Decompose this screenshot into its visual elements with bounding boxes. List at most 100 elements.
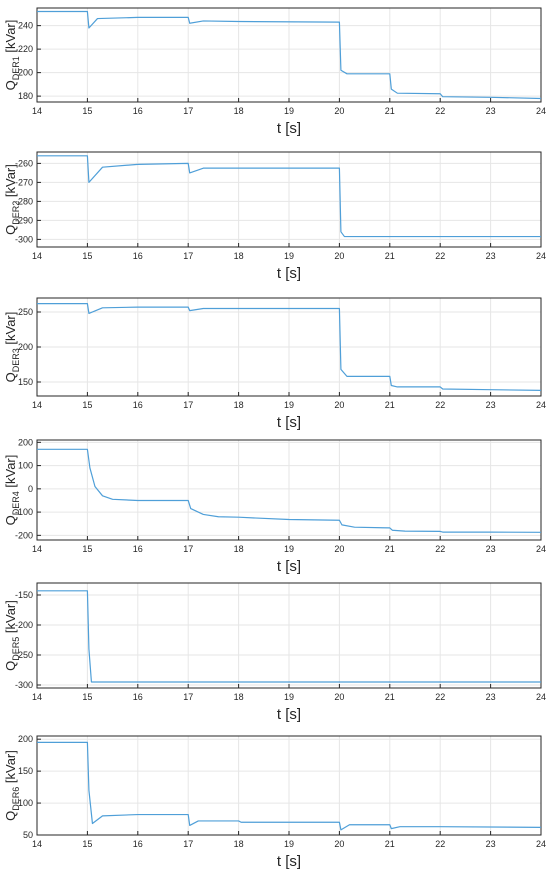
y-tick-label: -300 — [15, 680, 33, 690]
x-tick-label: 14 — [32, 692, 42, 702]
y-axis-label: QDER4 [kVar] — [3, 455, 21, 526]
series-line — [37, 448, 542, 533]
x-tick-label: 24 — [536, 400, 546, 410]
x-tick-label: 24 — [536, 839, 546, 849]
x-axis-label: t [s] — [277, 120, 301, 137]
x-tick-label: 23 — [486, 251, 496, 261]
y-label-main: Q — [3, 80, 18, 90]
y-label-main: Q — [3, 811, 18, 821]
y-tick-label: -250 — [15, 650, 33, 660]
x-tick-label: 17 — [183, 839, 193, 849]
x-tick-label: 15 — [82, 692, 92, 702]
y-tick-label: -200 — [15, 620, 33, 630]
x-tick-label: 19 — [284, 400, 294, 410]
y-tick-label: 100 — [18, 798, 33, 808]
x-tick-label: 23 — [486, 544, 496, 554]
y-label-unit: [kVar] — [3, 164, 18, 201]
x-tick-label: 20 — [334, 544, 344, 554]
y-tick-label: -270 — [15, 177, 33, 187]
x-tick-label: 17 — [183, 251, 193, 261]
x-tick-label: 21 — [385, 251, 395, 261]
x-tick-label: 23 — [486, 106, 496, 116]
x-tick-label: 20 — [334, 106, 344, 116]
y-axis-label: QDER5 [kVar] — [3, 600, 21, 671]
y-tick-label: 220 — [18, 44, 33, 54]
y-tick-label: 150 — [18, 766, 33, 776]
x-tick-label: 21 — [385, 544, 395, 554]
x-tick-label: 16 — [133, 106, 143, 116]
x-tick-label: 23 — [486, 400, 496, 410]
x-tick-label: 19 — [284, 839, 294, 849]
x-tick-label: 24 — [536, 692, 546, 702]
x-tick-label: 22 — [435, 544, 445, 554]
y-tick-label: -290 — [15, 215, 33, 225]
y-label-subscript: DER3 — [11, 348, 21, 372]
y-tick-label: -300 — [15, 234, 33, 244]
series-line — [37, 303, 542, 391]
x-axis-label: t [s] — [277, 853, 301, 870]
panel-6: 14 15 16 17 18 19 20 21 22 23 24 50 100 150 200 t [s] QD… — [3, 734, 546, 870]
y-tick-label: -260 — [15, 158, 33, 168]
x-tick-label: 14 — [32, 251, 42, 261]
y-tick-label: -280 — [15, 196, 33, 206]
series-line — [37, 10, 542, 100]
x-tick-label: 22 — [435, 839, 445, 849]
y-label-subscript: DER1 — [11, 56, 21, 80]
x-axis-label: t [s] — [277, 558, 301, 575]
x-tick-label: 22 — [435, 106, 445, 116]
x-tick-label: 15 — [82, 106, 92, 116]
x-tick-label: 17 — [183, 400, 193, 410]
y-axis-label: QDER6 [kVar] — [3, 750, 21, 821]
y-tick-label: -100 — [15, 507, 33, 517]
x-tick-label: 15 — [82, 400, 92, 410]
x-tick-label: 18 — [234, 692, 244, 702]
panel-4: 14 15 16 17 18 19 20 21 22 23 24 200 100 0 -100 -200 t [… — [3, 437, 546, 575]
y-label-main: Q — [3, 372, 18, 382]
x-tick-label: 18 — [234, 400, 244, 410]
x-axis-label: t [s] — [277, 706, 301, 723]
x-tick-label: 21 — [385, 400, 395, 410]
panel-1: 14 15 16 17 18 19 20 21 22 23 24 180 200 220 240 t [s] Q… — [3, 7, 546, 137]
x-tick-label: 24 — [536, 544, 546, 554]
y-label-main: Q — [3, 661, 18, 671]
x-tick-label: 19 — [284, 544, 294, 554]
y-tick-label: -150 — [15, 590, 33, 600]
y-tick-label: 240 — [18, 21, 33, 31]
x-axis-label: t [s] — [277, 414, 301, 431]
x-tick-label: 17 — [183, 106, 193, 116]
y-label-unit: [kVar] — [3, 20, 18, 57]
x-tick-label: 19 — [284, 106, 294, 116]
x-tick-label: 14 — [32, 544, 42, 554]
x-tick-label: 23 — [486, 692, 496, 702]
x-tick-label: 15 — [82, 839, 92, 849]
series-line — [37, 590, 541, 683]
x-tick-label: 20 — [334, 400, 344, 410]
x-tick-label: 18 — [234, 839, 244, 849]
x-tick-label: 17 — [183, 544, 193, 554]
y-label-unit: [kVar] — [3, 455, 18, 492]
series-line — [37, 155, 541, 238]
x-tick-label: 24 — [536, 251, 546, 261]
y-label-subscript: DER2 — [11, 201, 21, 225]
y-label-main: Q — [3, 515, 18, 525]
x-tick-label: 15 — [82, 251, 92, 261]
x-tick-label: 21 — [385, 106, 395, 116]
y-label-unit: [kVar] — [3, 600, 18, 637]
x-tick-label: 19 — [284, 692, 294, 702]
y-label-unit: [kVar] — [3, 312, 18, 349]
y-tick-label: 180 — [18, 91, 33, 101]
x-tick-label: 22 — [435, 692, 445, 702]
y-label-subscript: DER6 — [11, 787, 21, 811]
y-tick-label: -200 — [15, 530, 33, 540]
y-tick-label: 200 — [18, 437, 33, 447]
x-tick-label: 16 — [133, 251, 143, 261]
panel-3: 14 15 16 17 18 19 20 21 22 23 24 150 200 250 t [s] QDER… — [3, 297, 546, 431]
y-tick-label: 50 — [23, 830, 33, 840]
y-tick-label: 0 — [28, 484, 33, 494]
x-tick-label: 19 — [284, 251, 294, 261]
x-tick-label: 21 — [385, 839, 395, 849]
x-tick-label: 21 — [385, 692, 395, 702]
x-axis-label: t [s] — [277, 265, 301, 282]
x-tick-label: 24 — [536, 106, 546, 116]
